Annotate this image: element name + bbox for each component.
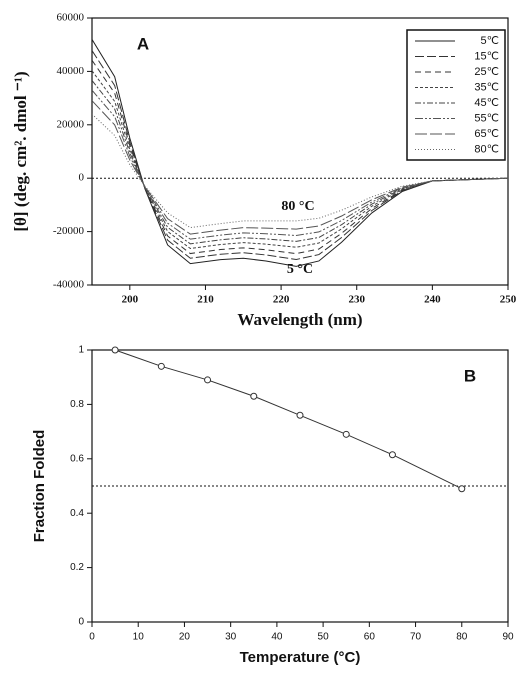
legend-box (406, 29, 506, 161)
x-tick-label: 90 (502, 632, 514, 643)
data-line (92, 100, 508, 235)
x-tick-label: 250 (500, 294, 517, 306)
panel-title: B (464, 366, 476, 385)
x-axis-label: Temperature (°C) (240, 649, 361, 666)
y-tick-label: 0.4 (70, 508, 84, 519)
data-point (157, 362, 165, 370)
x-tick-label: 230 (348, 294, 365, 306)
data-point (250, 392, 258, 400)
data-point (458, 485, 466, 493)
panel-title: A (137, 34, 149, 53)
y-tick-label: 0.8 (70, 399, 84, 410)
data-line (92, 50, 508, 261)
legend-label: 35℃ (474, 81, 499, 93)
data-line (92, 113, 508, 229)
x-axis-label: Wavelength (nm) (237, 310, 362, 329)
x-tick-label: 30 (225, 632, 237, 643)
x-tick-label: 40 (271, 632, 283, 643)
x-tick-label: 210 (197, 294, 214, 306)
data-line (92, 80, 508, 245)
legend-label: 55℃ (474, 112, 499, 124)
data-point (111, 346, 119, 354)
y-tick-label: 0.6 (70, 453, 84, 464)
x-tick-label: 240 (424, 294, 441, 306)
plot-frame (91, 17, 509, 286)
data-point (296, 411, 304, 419)
y-tick-label: 1 (78, 345, 84, 356)
y-tick-label: 40000 (57, 65, 85, 77)
x-tick-label: 20 (179, 632, 191, 643)
y-axis-label: Fraction Folded (31, 430, 48, 543)
annotation: 5 °C (287, 262, 313, 277)
x-tick-label: 0 (89, 632, 95, 643)
legend-label: 45℃ (474, 97, 499, 109)
fit-line (114, 349, 462, 490)
y-tick-label: 0 (78, 617, 84, 628)
legend-label: 80℃ (474, 143, 499, 155)
x-tick-label: 220 (273, 294, 290, 306)
x-tick-label: 10 (133, 632, 145, 643)
data-point (342, 430, 350, 438)
legend-label: 25℃ (474, 66, 499, 78)
y-axis-label: [θ] (deg. cm². dmol ⁻¹) (11, 71, 30, 231)
data-point (388, 451, 396, 459)
legend-label: 15℃ (474, 50, 499, 62)
legend-label: 5℃ (481, 35, 499, 47)
y-tick-label: 20000 (57, 118, 85, 130)
data-line (92, 39, 508, 267)
y-tick-label: 0 (79, 172, 85, 184)
x-tick-label: 70 (410, 632, 422, 643)
annotation: 80 °C (281, 199, 314, 214)
data-point (204, 376, 212, 384)
y-tick-label: -20000 (53, 225, 85, 237)
y-tick-label: -40000 (53, 279, 85, 291)
x-tick-label: 50 (318, 632, 330, 643)
y-tick-label: 60000 (57, 12, 85, 24)
x-tick-label: 60 (364, 632, 376, 643)
x-tick-label: 200 (122, 294, 139, 306)
legend-label: 65℃ (474, 128, 499, 140)
x-tick-label: 80 (456, 632, 468, 643)
data-line (92, 60, 508, 255)
y-tick-label: 0.2 (70, 562, 84, 573)
data-line (92, 89, 508, 240)
data-line (92, 70, 508, 250)
